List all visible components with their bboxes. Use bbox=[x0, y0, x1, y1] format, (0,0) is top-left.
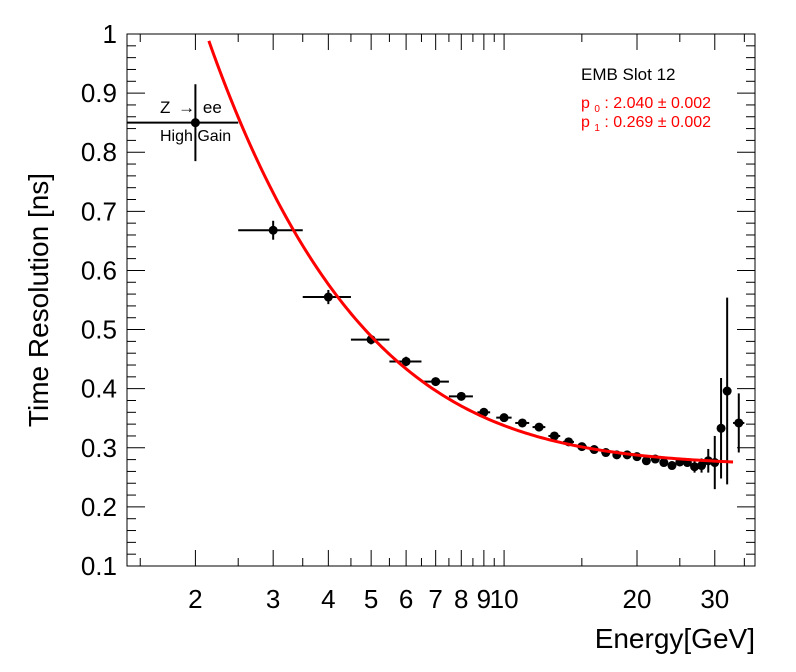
data-marker bbox=[734, 418, 744, 428]
data-point bbox=[548, 431, 561, 441]
y-tick-label: 0.4 bbox=[81, 374, 117, 404]
data-marker bbox=[549, 431, 559, 441]
y-tick-label: 0.1 bbox=[81, 551, 117, 581]
process-label: Z → ee bbox=[160, 98, 222, 117]
x-tick-label: 10 bbox=[490, 584, 519, 614]
p1-value: : 0.269 bbox=[604, 114, 653, 131]
data-point bbox=[389, 356, 422, 367]
y-tick-label: 0.6 bbox=[81, 255, 117, 285]
data-marker bbox=[268, 225, 278, 235]
fit-legend: EMB Slot 12 p 0 : 2.040 ± 0.002 p 1 : 0.… bbox=[581, 65, 711, 135]
process-annotation: Z → ee High Gain bbox=[160, 98, 231, 145]
p1-error: ± 0.002 bbox=[658, 114, 711, 131]
data-marker bbox=[401, 356, 411, 366]
data-point bbox=[421, 377, 449, 387]
data-marker bbox=[456, 391, 466, 401]
data-marker bbox=[722, 386, 732, 396]
x-tick-label: 4 bbox=[321, 584, 335, 614]
data-point bbox=[659, 458, 669, 468]
data-point bbox=[690, 460, 700, 473]
data-marker bbox=[716, 423, 726, 433]
data-marker bbox=[499, 413, 509, 423]
fit-param-p1: p 1 : 0.269 ± 0.002 bbox=[581, 114, 711, 135]
data-marker bbox=[190, 118, 200, 128]
p1-symbol: p bbox=[581, 114, 590, 131]
y-tick-label: 0.3 bbox=[81, 433, 117, 463]
y-tick-label: 0.5 bbox=[81, 315, 117, 345]
data-marker bbox=[323, 292, 333, 302]
x-tick-label: 9 bbox=[477, 584, 491, 614]
x-tick-label: 8 bbox=[454, 584, 468, 614]
y-tick-labels: 0.1 0.2 0.3 0.4 0.5 0.6 0.7 0.8 0.9 1 bbox=[81, 19, 117, 581]
data-point bbox=[302, 289, 351, 305]
axis-ticks bbox=[127, 33, 755, 567]
y-axis-title: Time Resolution [ns] bbox=[23, 173, 54, 427]
fit-curve bbox=[207, 40, 734, 464]
process-prefix: Z bbox=[160, 98, 170, 117]
fit-param-p0: p 0 : 2.040 ± 0.002 bbox=[581, 95, 711, 116]
x-tick-label: 7 bbox=[428, 584, 442, 614]
x-axis-title: Energy[GeV] bbox=[595, 623, 755, 654]
slot-label: EMB Slot 12 bbox=[581, 65, 676, 84]
data-marker bbox=[659, 458, 669, 468]
plot-frame bbox=[126, 33, 756, 567]
p0-value: : 2.040 bbox=[604, 95, 653, 112]
data-point bbox=[515, 418, 530, 428]
process-arrow: → bbox=[178, 98, 195, 117]
x-tick-label: 2 bbox=[188, 584, 202, 614]
data-marker bbox=[641, 456, 651, 466]
data-marker bbox=[517, 418, 527, 428]
data-marker bbox=[534, 422, 544, 432]
y-tick-label: 0.8 bbox=[81, 137, 117, 167]
p0-subscript: 0 bbox=[594, 104, 600, 115]
x-tick-label: 20 bbox=[623, 584, 652, 614]
process-suffix: ee bbox=[203, 98, 222, 117]
p0-symbol: p bbox=[581, 95, 590, 112]
y-tick-label: 0.7 bbox=[81, 196, 117, 226]
data-point bbox=[532, 422, 546, 432]
x-tick-labels: 2 3 4 5 6 7 8 910 20 30 bbox=[188, 584, 729, 614]
data-point bbox=[448, 391, 473, 401]
x-tick-label: 30 bbox=[700, 584, 729, 614]
data-point bbox=[733, 393, 745, 453]
y-tick-label: 1 bbox=[103, 19, 117, 49]
data-point bbox=[641, 456, 651, 466]
data-point bbox=[722, 297, 732, 485]
x-tick-label: 6 bbox=[399, 584, 413, 614]
p0-error: ± 0.002 bbox=[658, 95, 711, 112]
p1-subscript: 1 bbox=[594, 123, 600, 134]
x-tick-label: 3 bbox=[266, 584, 280, 614]
data-marker bbox=[697, 461, 707, 471]
data-point bbox=[127, 84, 239, 162]
gain-label: High Gain bbox=[160, 128, 231, 145]
y-tick-label: 0.2 bbox=[81, 492, 117, 522]
data-marker bbox=[667, 461, 677, 471]
data-point bbox=[667, 461, 677, 471]
y-tick-label: 0.9 bbox=[81, 78, 117, 108]
x-tick-label: 5 bbox=[364, 584, 378, 614]
data-point bbox=[496, 413, 512, 423]
data-marker bbox=[690, 462, 700, 472]
data-marker bbox=[431, 377, 441, 387]
